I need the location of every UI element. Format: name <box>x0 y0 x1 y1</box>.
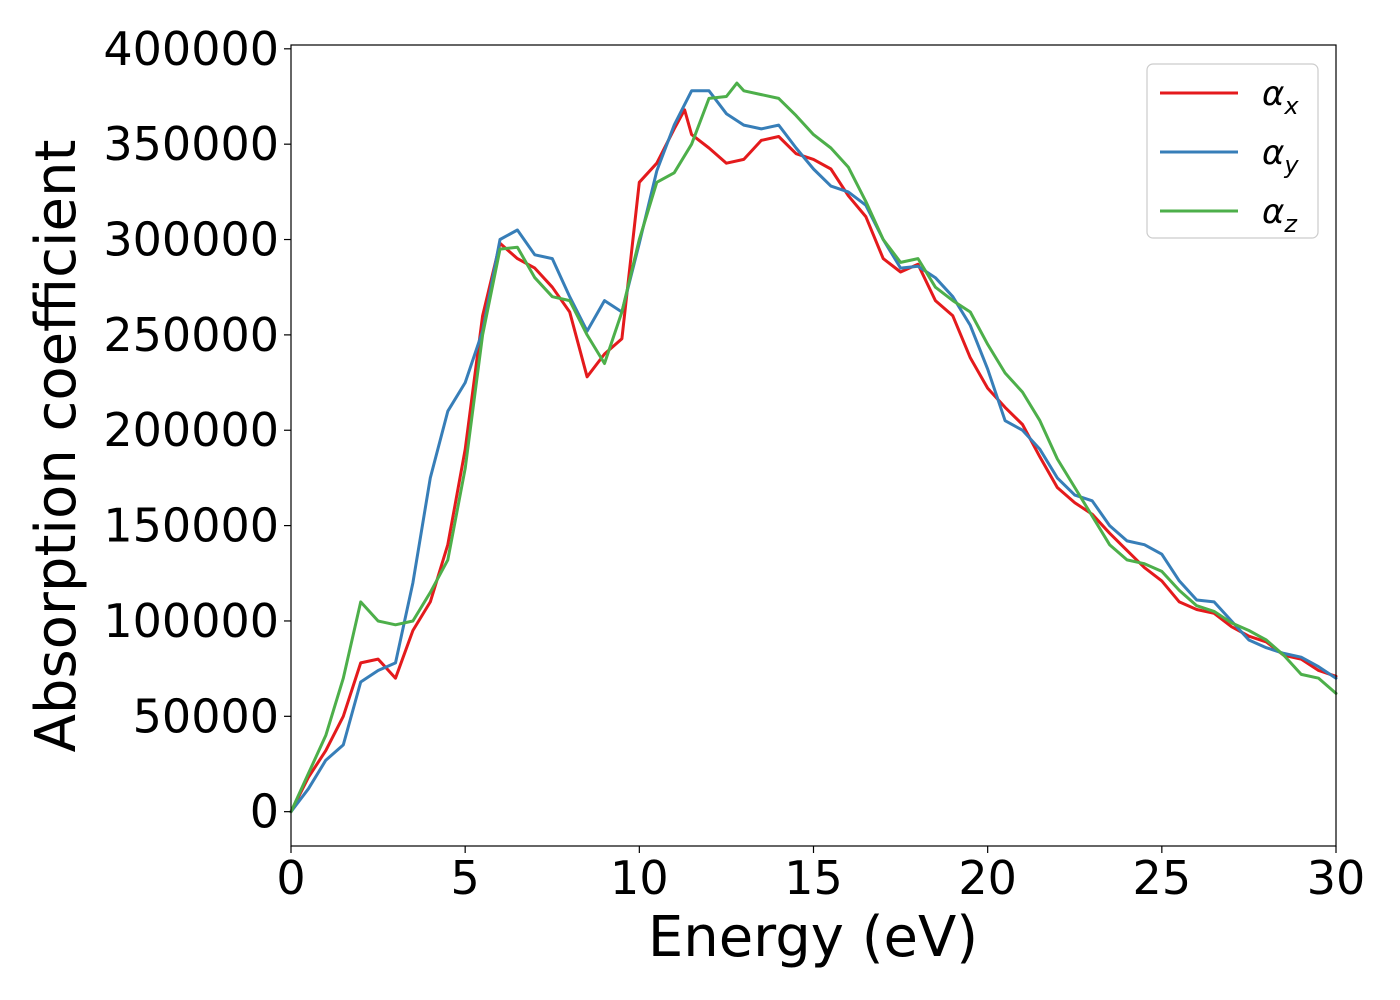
x-tick-label: 25 <box>1133 851 1192 905</box>
x-tick-label: 10 <box>610 851 669 905</box>
y-tick-label: 350000 <box>103 117 279 171</box>
x-tick-label: 5 <box>451 851 480 905</box>
y-tick-label: 300000 <box>103 213 279 267</box>
y-tick-label: 50000 <box>133 689 279 743</box>
series-layer <box>289 81 1338 814</box>
y-tick-label: 0 <box>250 785 279 839</box>
y-axis: 0 50000 100000 150000 200000 250000 300000 3500… <box>103 22 291 839</box>
x-axis: 0 5 10 15 20 25 30 <box>276 846 1365 905</box>
y-axis-title: Absorption coefficient <box>24 140 89 753</box>
legend-label-z: αz <box>1262 192 1298 238</box>
y-tick-label: 100000 <box>103 594 279 648</box>
x-axis-title: Energy (eV) <box>648 905 978 970</box>
y-tick-label: 250000 <box>103 308 279 362</box>
y-tick-label: 150000 <box>103 499 279 553</box>
legend-label-y: αy <box>1262 133 1299 179</box>
y-tick-label: 400000 <box>103 22 279 76</box>
legend: αx αy αz <box>1146 63 1319 239</box>
series-line-y <box>289 89 1338 814</box>
x-tick-label: 0 <box>276 851 305 905</box>
x-tick-label: 15 <box>784 851 843 905</box>
x-tick-label: 20 <box>958 851 1017 905</box>
y-tick-label: 200000 <box>103 403 279 457</box>
legend-label-x: αx <box>1262 74 1299 120</box>
x-tick-label: 30 <box>1307 851 1366 905</box>
series-line-z <box>289 81 1338 814</box>
